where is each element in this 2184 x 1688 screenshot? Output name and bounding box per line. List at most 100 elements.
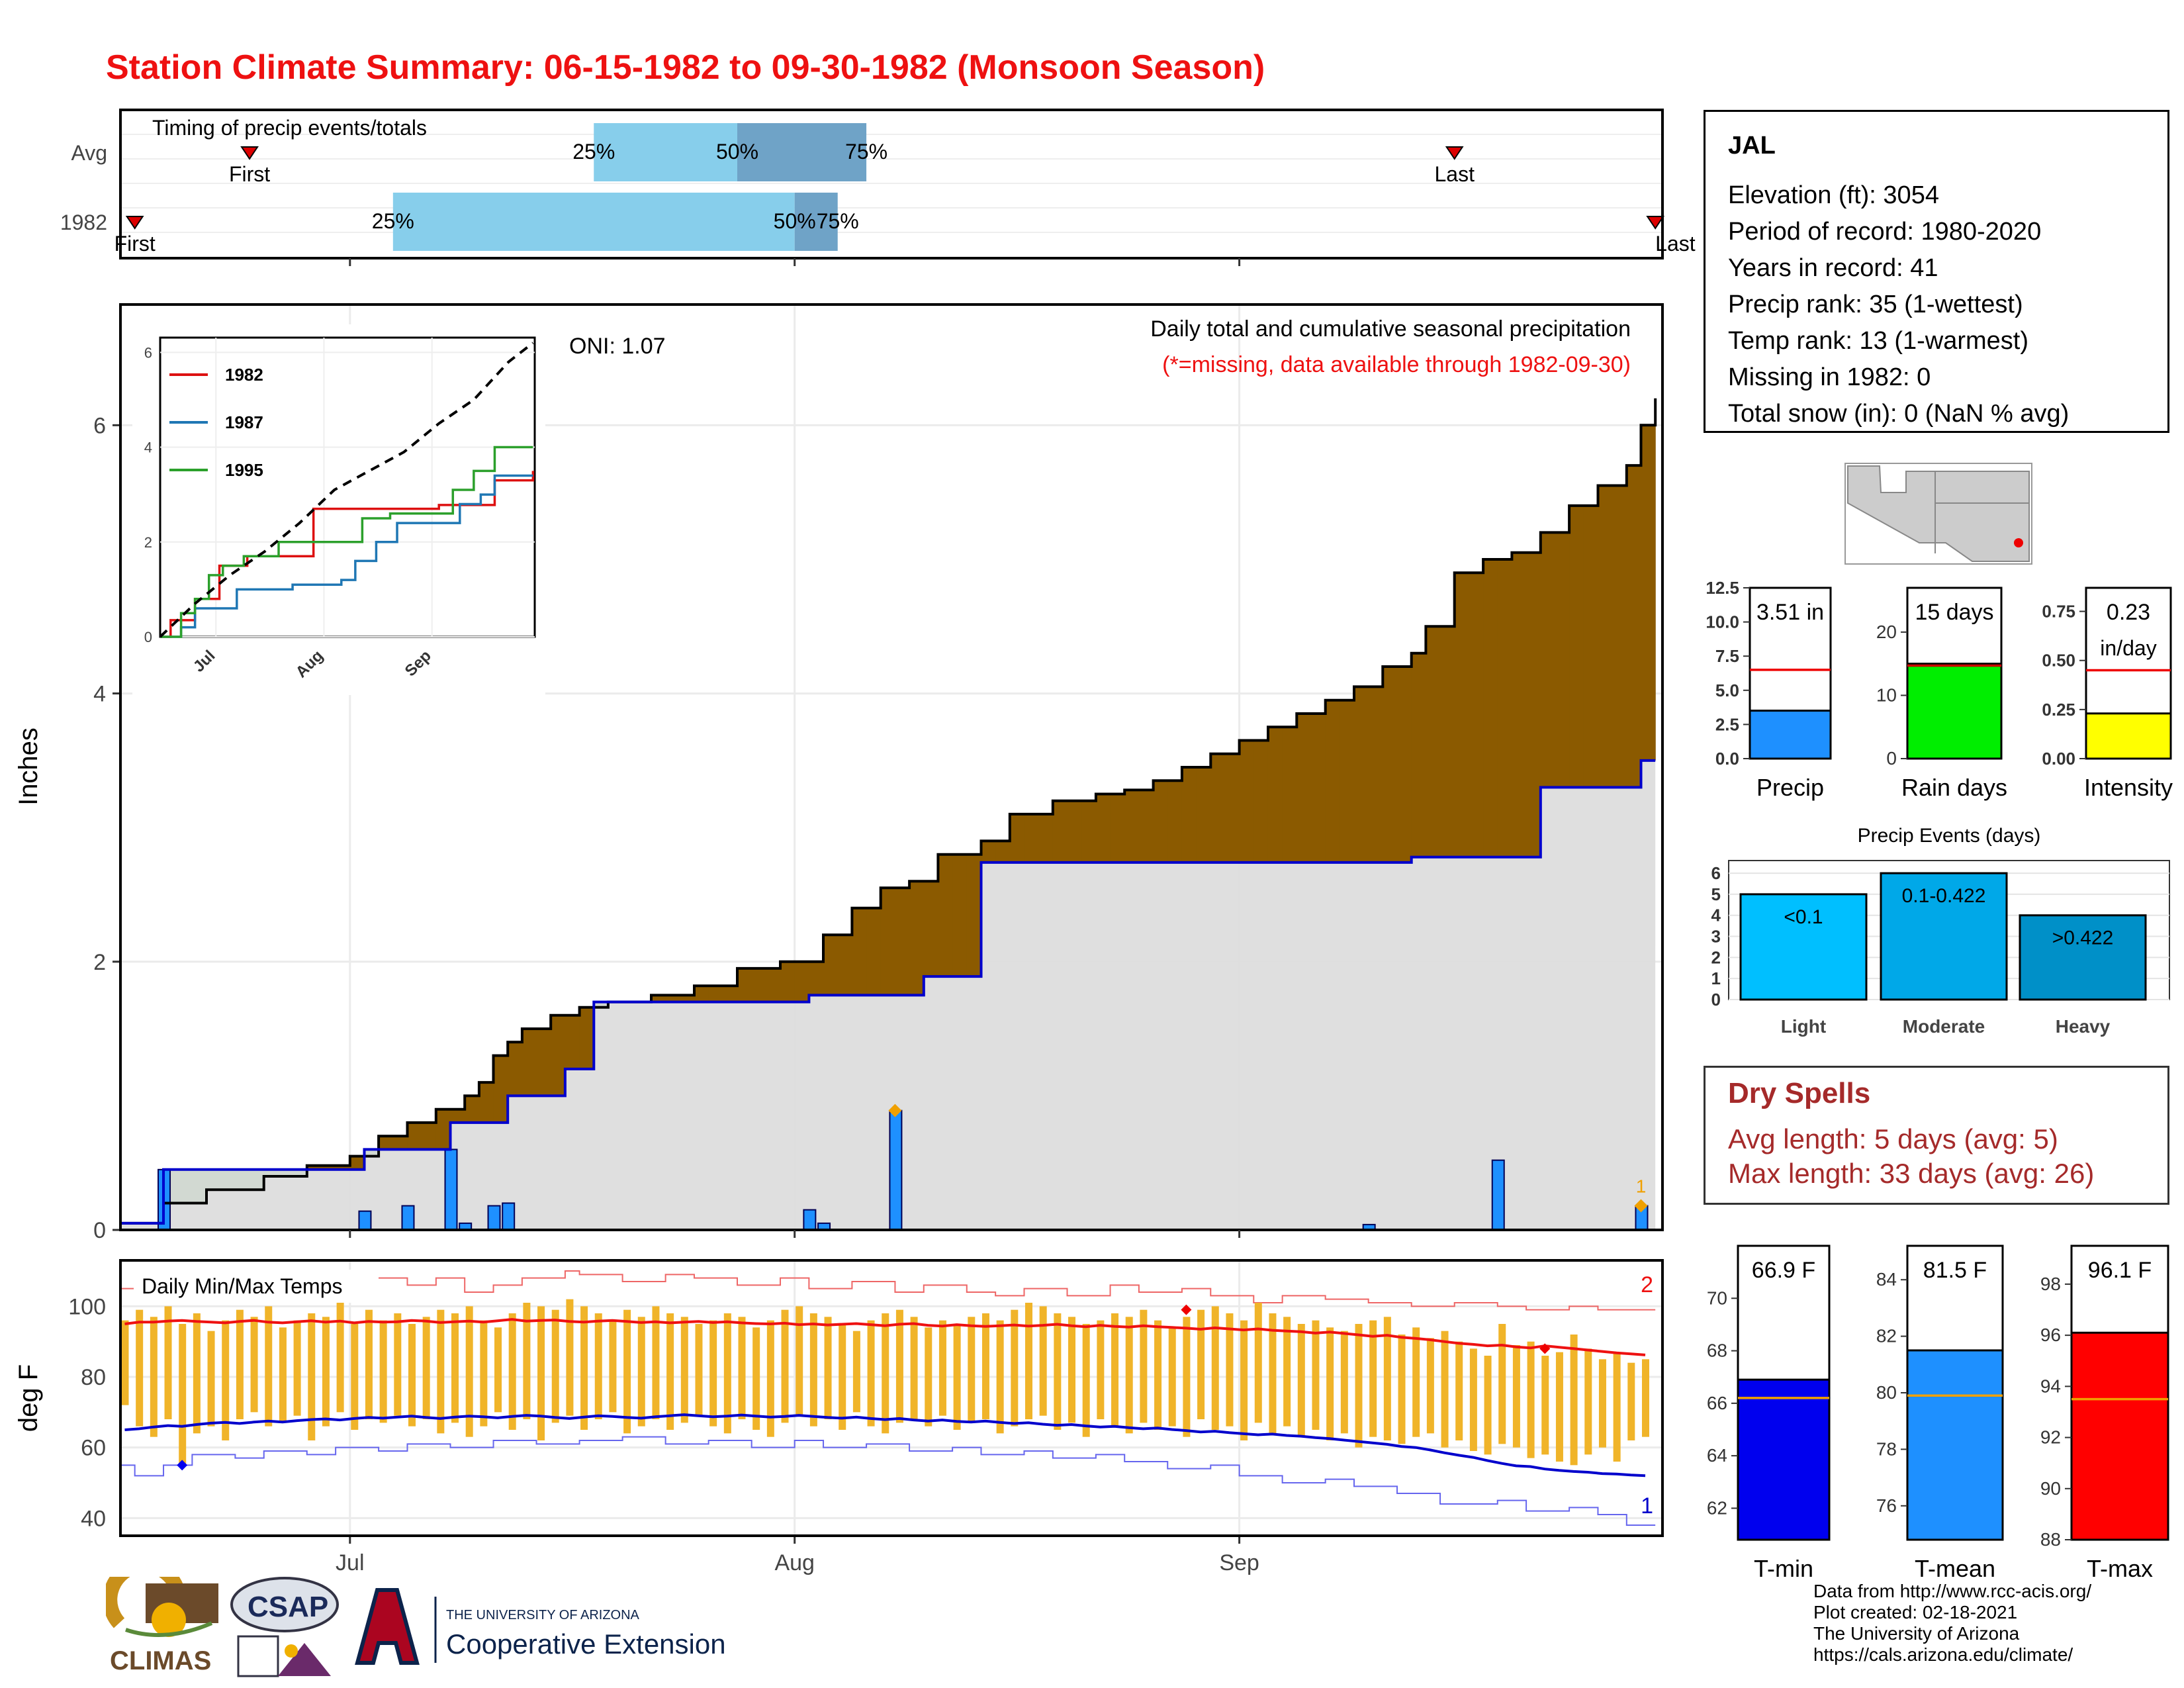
precip-diff-fill (392, 1136, 408, 1150)
inset-series-line (160, 474, 533, 638)
intensity_gauge-bar (2085, 712, 2172, 760)
precip_gauge-y-tick-label: 2.5 (1715, 714, 1739, 734)
timing-row-label: 1982 (60, 211, 107, 234)
precip-diff-fill (522, 1029, 537, 1096)
precip-diff-fill (1497, 559, 1513, 857)
temp-daily-bar (1598, 1359, 1606, 1448)
precip-diff-fill (450, 1109, 465, 1123)
station-period: Period of record: 1980-2020 (1728, 218, 2042, 246)
tmin_gauge-y-tick-label: 66 (1707, 1393, 1727, 1413)
tmax_gauge-y-tick-label: 96 (2040, 1325, 2061, 1345)
precip-diff-fill (1167, 780, 1183, 863)
events-y-tick-label: 4 (1711, 906, 1721, 925)
temp-daily-bar (1154, 1320, 1162, 1430)
precip-diff-fill (895, 888, 910, 996)
precip-diff-fill (966, 854, 982, 977)
temp-daily-bar (1097, 1320, 1105, 1419)
temp-daily-bar (781, 1309, 789, 1423)
events-y-tick-label: 1 (1711, 968, 1721, 988)
inset-y-tick-label: 2 (144, 534, 152, 551)
precip-daily-bar (444, 1149, 458, 1231)
temp-daily-bar (1125, 1317, 1133, 1434)
temp-daily-bar (308, 1313, 316, 1440)
inset-y-tick-label: 6 (144, 344, 152, 361)
temp-daily-bar (236, 1309, 244, 1419)
temp-frame (119, 1259, 1664, 1537)
precip-diff-fill (465, 1096, 480, 1123)
precip-diff-fill (794, 961, 809, 1002)
precip-diff-fill (680, 995, 695, 1002)
intensity_gauge-x-label: Intensity (2084, 774, 2173, 801)
temp-daily-bar (953, 1324, 961, 1430)
station-info-box: JAL Elevation (ft): 3054 Period of recor… (1704, 110, 2169, 433)
timing-title: Timing of precip events/totals (152, 116, 427, 140)
events-category-label: Heavy (2056, 1016, 2111, 1037)
precip-daily-bar (1491, 1159, 1505, 1231)
precip-diff-fill (493, 1055, 508, 1123)
precip-diff-fill (708, 986, 723, 1002)
temp-daily-bar (566, 1299, 574, 1416)
temp-daily-bar (824, 1317, 832, 1419)
precip_gauge-bar (1749, 710, 1832, 760)
precip-diff-fill (952, 854, 968, 977)
temp-daily-bar (580, 1306, 588, 1430)
precip-diff-fill (1526, 552, 1541, 857)
timing-first-marker (125, 216, 144, 230)
temp-daily-bar (867, 1320, 875, 1427)
tmean_gauge-x-label: T-mean (1915, 1555, 1995, 1582)
temp-daily-bar (796, 1306, 803, 1416)
temp-daily-bar (523, 1303, 531, 1419)
temp-daily-bar (351, 1324, 359, 1430)
precip-diff-fill (923, 881, 939, 977)
temp-daily-bar (996, 1320, 1004, 1434)
temp-daily-bar (723, 1313, 731, 1434)
precip-diff-fill (1483, 559, 1498, 857)
precip-diff-fill (336, 1165, 351, 1170)
temp-daily-bar (981, 1313, 989, 1419)
temp-daily-bar (422, 1317, 430, 1419)
precip_gauge-y-tick-label: 0.0 (1715, 749, 1739, 769)
station-precip-rank: Precip rank: 35 (1-wettest) (1728, 291, 2023, 318)
precip_gauge-x-label: Precip (1756, 774, 1824, 801)
temp-record-high-count: 2 (1641, 1272, 1653, 1297)
temp-daily-bar (1326, 1327, 1334, 1440)
inset-legend-label: 1995 (225, 460, 263, 480)
temp-title: Daily Min/Max Temps (142, 1274, 342, 1298)
tmin_gauge-value-label: 66.9 F (1752, 1258, 1815, 1283)
events-panel: Precip Events (days) 0 123 4 56 <0.1 Light 0.1-… (1711, 825, 2170, 1037)
events-bar-label: <0.1 (1784, 906, 1823, 928)
precip-diff-fill (1368, 686, 1383, 863)
temp-daily-bar (222, 1320, 230, 1440)
precip-diff-fill (1196, 767, 1211, 863)
temp-daily-bar (1039, 1306, 1047, 1416)
temp-daily-bar (1469, 1348, 1477, 1451)
temp-daily-bar (408, 1324, 416, 1427)
timing-pct-label: 50% (774, 209, 816, 233)
inset-frame (159, 336, 536, 638)
temp-daily-bar (637, 1317, 645, 1427)
precip-diff-fill (995, 841, 1011, 863)
precip-diff-fill (306, 1165, 322, 1170)
raindays_gauge-y-tick-label: 0 (1886, 748, 1897, 769)
temp-daily-bar (1398, 1335, 1406, 1444)
inset-y-tick-label: 0 (144, 629, 152, 645)
temp-daily-bar (1570, 1335, 1578, 1466)
events-y-tick-label: 5 (1711, 884, 1721, 904)
precip-diff-fill (422, 1122, 437, 1150)
precip-y-tick-label: 4 (93, 682, 106, 707)
intensity_gauge-y-tick-label: 0.50 (2042, 651, 2075, 671)
tmean_gauge-y-tick-label: 82 (1876, 1326, 1897, 1346)
temp-daily-bar (1484, 1356, 1492, 1455)
temp-daily-bar (652, 1306, 660, 1419)
precip-diff-fill (1540, 532, 1556, 788)
precip-diff-fill (651, 995, 666, 1002)
precip-marker-label: 1 (1636, 1176, 1647, 1197)
temp-daily-bar (1312, 1320, 1320, 1430)
precip-diff-fill (1583, 505, 1599, 788)
temp-daily-bar (1412, 1327, 1420, 1437)
precip-diff-fill (751, 968, 766, 1002)
university-of-arizona-logo: THE UNIVERSITY OF ARIZONA Cooperative Ex… (355, 1588, 726, 1665)
credit-created: Plot created: 02-18-2021 (1813, 1602, 2018, 1622)
temp-daily-bar (437, 1309, 445, 1434)
station-years: Years in record: 41 (1728, 254, 1938, 282)
